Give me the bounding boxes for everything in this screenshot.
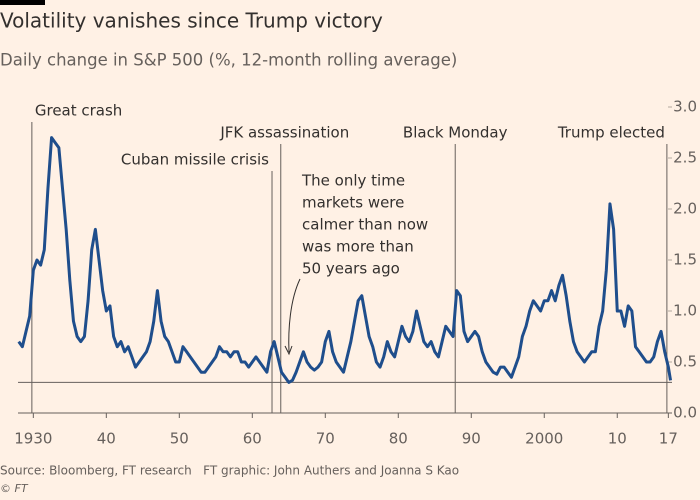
event-label: Great crash <box>35 102 122 120</box>
data-line <box>17 136 673 384</box>
x-tick-label: 1930 <box>14 430 52 448</box>
x-tick-label: 2000 <box>525 430 563 448</box>
x-tick-label: 90 <box>462 430 481 448</box>
annotation-arrow <box>288 278 301 353</box>
event-label: JFK assassination <box>219 124 349 142</box>
y-tick-label: 0.5 <box>673 353 697 371</box>
x-tick-label: 50 <box>170 430 189 448</box>
y-tick-label: 1.0 <box>673 302 697 320</box>
annotation-line: The only time <box>301 172 405 190</box>
y-tick-label: 3.0 <box>673 98 697 116</box>
brand-bar <box>0 0 45 5</box>
event-label: Black Monday <box>403 124 508 142</box>
y-tick-label: 2.5 <box>673 149 697 167</box>
annotation-arrowhead <box>284 345 293 356</box>
x-tick-label: 60 <box>243 430 262 448</box>
annotation-line: 50 years ago <box>302 260 400 278</box>
copyright: © FT <box>0 482 29 495</box>
annotation-line: was more than <box>302 238 414 256</box>
y-tick-label: 1.5 <box>673 251 697 269</box>
chart-subtitle: Daily change in S&P 500 (%, 12-month rol… <box>0 51 457 70</box>
y-tick-label: 0.0 <box>673 404 697 422</box>
event-label: Trump elected <box>557 124 665 142</box>
x-tick-label: 40 <box>97 430 116 448</box>
annotation-line: markets were <box>302 194 404 212</box>
annotation-line: calmer than now <box>302 216 428 234</box>
y-tick-label: 2.0 <box>673 200 697 218</box>
x-tick-label: 70 <box>316 430 335 448</box>
source: Source: Bloomberg, FT research FT graphi… <box>0 464 459 478</box>
x-tick-label: 80 <box>389 430 408 448</box>
event-label: Cuban missile crisis <box>121 151 269 169</box>
x-tick-label: 17 <box>659 430 678 448</box>
chart-title: Volatility vanishes since Trump victory <box>0 9 383 33</box>
x-tick-label: 10 <box>608 430 627 448</box>
